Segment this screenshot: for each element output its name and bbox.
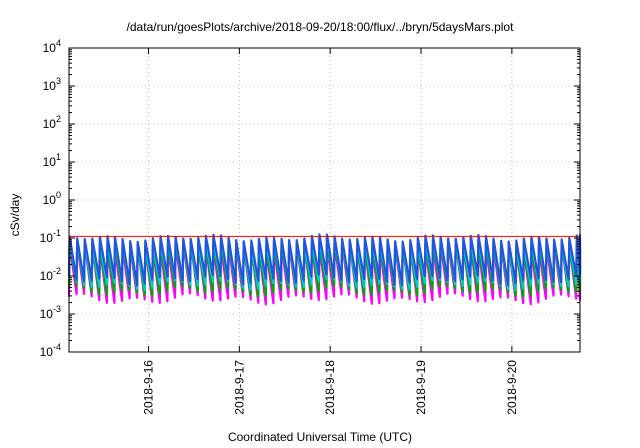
y-tick-label: 10-2 [40, 266, 61, 283]
y-tick-label: 10-1 [40, 228, 61, 245]
y-tick-label: 103 [43, 76, 61, 93]
x-axis-ticks: 2018-9-16 2018-9-17 2018-9-18 2018-9-19 2018… [141, 48, 519, 415]
y-tick-label: 10-4 [40, 342, 61, 359]
y-tick-label: 10-3 [40, 304, 61, 321]
y-tick-label: 100 [43, 190, 61, 207]
y-tick-label: 102 [43, 114, 61, 131]
y-axis-ticks: 10-4 10-3 10-2 10-1 100 101 102 103 104 [40, 38, 580, 359]
chart-title: /data/run/goesPlots/archive/2018-09-20/1… [126, 20, 514, 34]
x-axis-label: Coordinated Universal Time (UTC) [227, 430, 413, 444]
x-tick-label: 2018-9-17 [232, 360, 246, 415]
y-tick-label: 104 [43, 38, 61, 55]
chart-series [67, 233, 582, 306]
x-tick-label: 2018-9-16 [141, 360, 155, 415]
x-tick-label: 2018-9-19 [414, 360, 428, 415]
y-tick-label: 101 [43, 152, 61, 169]
series-line [67, 233, 582, 287]
y-axis-label: cSv/day [8, 193, 22, 237]
x-tick-label: 2018-9-20 [505, 360, 519, 415]
chart-grid [69, 47, 580, 353]
x-tick-label: 2018-9-18 [323, 360, 337, 415]
